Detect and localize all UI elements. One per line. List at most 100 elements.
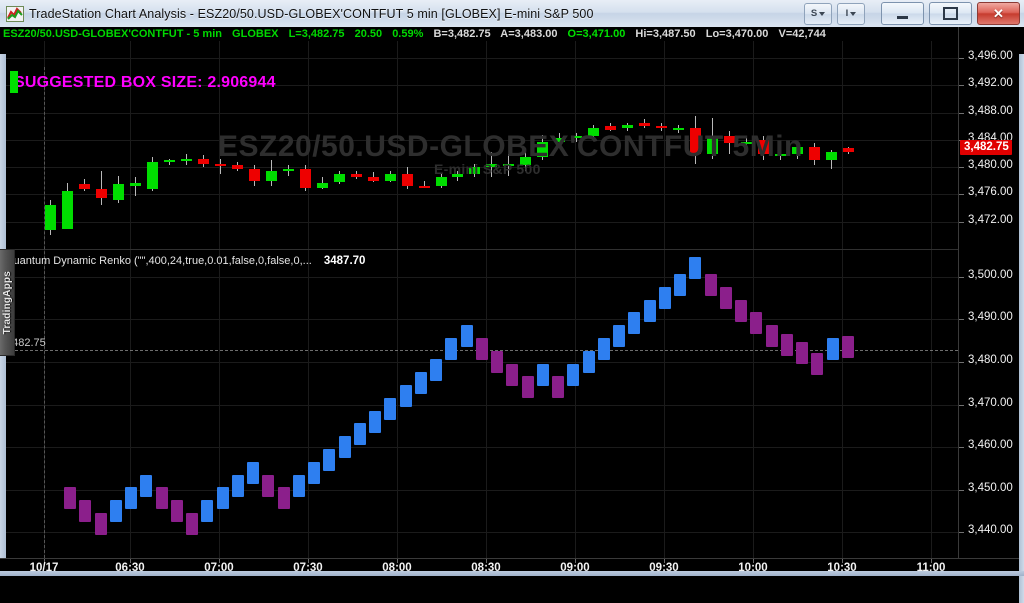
quote-symbol: ESZ20/50.USD-GLOBEX'CONTFUT - 5 min [3, 28, 222, 40]
grid-line-h [0, 140, 958, 141]
candle-body [520, 156, 531, 166]
renko-brick [232, 474, 244, 497]
maximize-icon [943, 7, 958, 20]
grid-line-v [130, 41, 131, 558]
renko-brick [781, 333, 793, 356]
renko-brick [171, 500, 183, 523]
price-axis-tick [959, 194, 964, 195]
renko-brick [186, 512, 198, 535]
time-axis-tick [486, 559, 487, 563]
candle-body [232, 165, 243, 169]
candle-body [130, 182, 141, 186]
candle-body [79, 184, 90, 190]
style-dropdown-label: S [810, 8, 818, 19]
renko-brick [125, 487, 137, 510]
chevron-down-icon [850, 11, 857, 16]
renko-brick [644, 299, 656, 322]
quote-change-pct: 0.59% [392, 28, 424, 40]
price-axis-label: 3,480.00 [968, 354, 1013, 366]
candle-body [198, 158, 209, 164]
grid-line-h [0, 194, 958, 195]
style-dropdown-button[interactable]: S [804, 2, 832, 25]
renko-brick [522, 376, 534, 399]
quote-exchange: GLOBEX [232, 28, 279, 40]
indicator-label-text: Quantum Dynamic Renko ("",400,24,true,0.… [5, 255, 312, 267]
renko-brick [400, 384, 412, 407]
renko-brick [384, 397, 396, 420]
candle-body [419, 185, 430, 188]
renko-brick [583, 350, 595, 373]
renko-brick [461, 325, 473, 348]
price-axis-tick [959, 447, 964, 448]
grid-line-h [0, 277, 958, 278]
renko-brick [217, 487, 229, 510]
renko-brick [689, 257, 701, 280]
candle-wick [424, 180, 425, 188]
candle-body [62, 191, 73, 229]
candle-body [775, 153, 786, 156]
right-scrollbar-rail[interactable] [1019, 54, 1024, 603]
time-axis-tick [575, 559, 576, 563]
candle-body [385, 173, 396, 181]
bottom-scrollbar-rail[interactable] [0, 571, 1024, 576]
price-axis-label: 3,496.00 [968, 50, 1013, 62]
grid-line-h [0, 222, 958, 223]
price-axis-label: 3,440.00 [968, 524, 1013, 536]
renko-brick [659, 286, 671, 309]
renko-brick [491, 350, 503, 373]
plot-area[interactable] [0, 27, 958, 558]
maximize-button[interactable] [929, 2, 972, 25]
time-axis-tick [130, 559, 131, 563]
price-axis-tick [959, 319, 964, 320]
minimize-button[interactable] [881, 2, 924, 25]
quote-open: O=3,471.00 [567, 28, 626, 40]
grid-line-v [931, 41, 932, 558]
renko-brick [811, 352, 823, 375]
renko-brick [201, 500, 213, 523]
candle-body [741, 141, 752, 144]
time-axis-tick [44, 559, 45, 563]
candle-wick [220, 158, 221, 174]
watermark-symbol: ESZ20/50.USD-GLOBEX'CONTFUT 5Min [218, 130, 803, 163]
candle-body [96, 189, 107, 198]
grid-line-v [753, 41, 754, 558]
candle-body [266, 170, 277, 181]
candle-body [402, 173, 413, 186]
renko-brick [64, 487, 76, 510]
indicator-label[interactable]: Quantum Dynamic Renko ("",400,24,true,0.… [5, 255, 365, 267]
grid-line-h [0, 532, 958, 533]
dock-rail-bottom [0, 354, 6, 558]
quote-bid: B=3,482.75 [433, 28, 491, 40]
candle-body [334, 173, 345, 183]
candle-body [639, 122, 650, 127]
renko-brick [95, 512, 107, 535]
price-axis-label: 3,472.00 [968, 214, 1013, 226]
renko-brick [476, 338, 488, 361]
candle-body [351, 173, 362, 178]
renko-brick [323, 448, 335, 471]
renko-brick [720, 286, 732, 309]
pane-divider [0, 249, 958, 250]
price-axis[interactable]: 3,472.00 3,476.00 3,480.00 3,484.00 3,488.00… [958, 27, 1024, 558]
watermark-name: E-mini S&P 500 [434, 161, 541, 177]
time-axis-tick [308, 559, 309, 563]
grid-line-v [486, 41, 487, 558]
chart-container[interactable]: ESZ20/50.USD-GLOBEX'CONTFUT - 5 min GLOB… [0, 27, 1024, 603]
sidebar-tab-tradingapps[interactable]: TradingApps [0, 249, 15, 356]
candle-body [164, 160, 175, 163]
candle-body [436, 177, 447, 186]
close-button[interactable]: ✕ [977, 2, 1020, 25]
price-axis-tick [959, 58, 964, 59]
candle-body [809, 146, 820, 161]
renko-brick [552, 376, 564, 399]
candle-body [452, 173, 463, 178]
chevron-down-icon [819, 11, 826, 16]
time-axis-tick [664, 559, 665, 563]
price-axis-label: 3,490.00 [968, 311, 1013, 323]
candle-body [503, 163, 514, 166]
indicator-dropdown-button[interactable]: I [837, 2, 865, 25]
renko-brick [842, 335, 854, 358]
renko-brick [613, 325, 625, 348]
reference-price-label: 3482.75 [6, 337, 46, 349]
